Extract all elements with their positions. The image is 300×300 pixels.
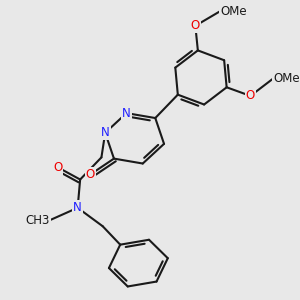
Text: N: N [122, 106, 131, 120]
Text: O: O [246, 89, 255, 102]
Text: OMe: OMe [273, 72, 300, 85]
Text: O: O [53, 161, 62, 174]
Text: O: O [191, 19, 200, 32]
Text: O: O [85, 168, 95, 181]
Text: CH3: CH3 [26, 214, 50, 226]
Text: OMe: OMe [220, 4, 247, 18]
Text: N: N [101, 126, 110, 139]
Text: N: N [73, 201, 82, 214]
